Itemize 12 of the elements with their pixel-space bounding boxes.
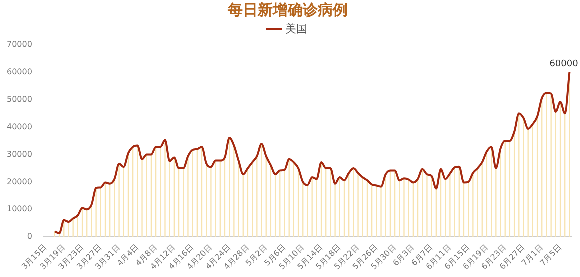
y-tick-label: 50000	[6, 94, 32, 104]
y-tick-label: 70000	[6, 40, 32, 50]
legend-label: 美国	[285, 22, 308, 36]
y-tick-label: 60000	[6, 68, 32, 77]
y-tick-label: 30000	[6, 150, 32, 159]
y-tick-label: 0	[27, 232, 32, 242]
data-label: 60000	[550, 59, 579, 70]
y-tick-label: 10000	[6, 204, 32, 214]
y-tick-label: 20000	[6, 177, 32, 186]
chart-title: 每日新增确诊病例	[227, 0, 348, 19]
y-tick-label: 40000	[6, 122, 32, 132]
line-series	[54, 71, 571, 235]
